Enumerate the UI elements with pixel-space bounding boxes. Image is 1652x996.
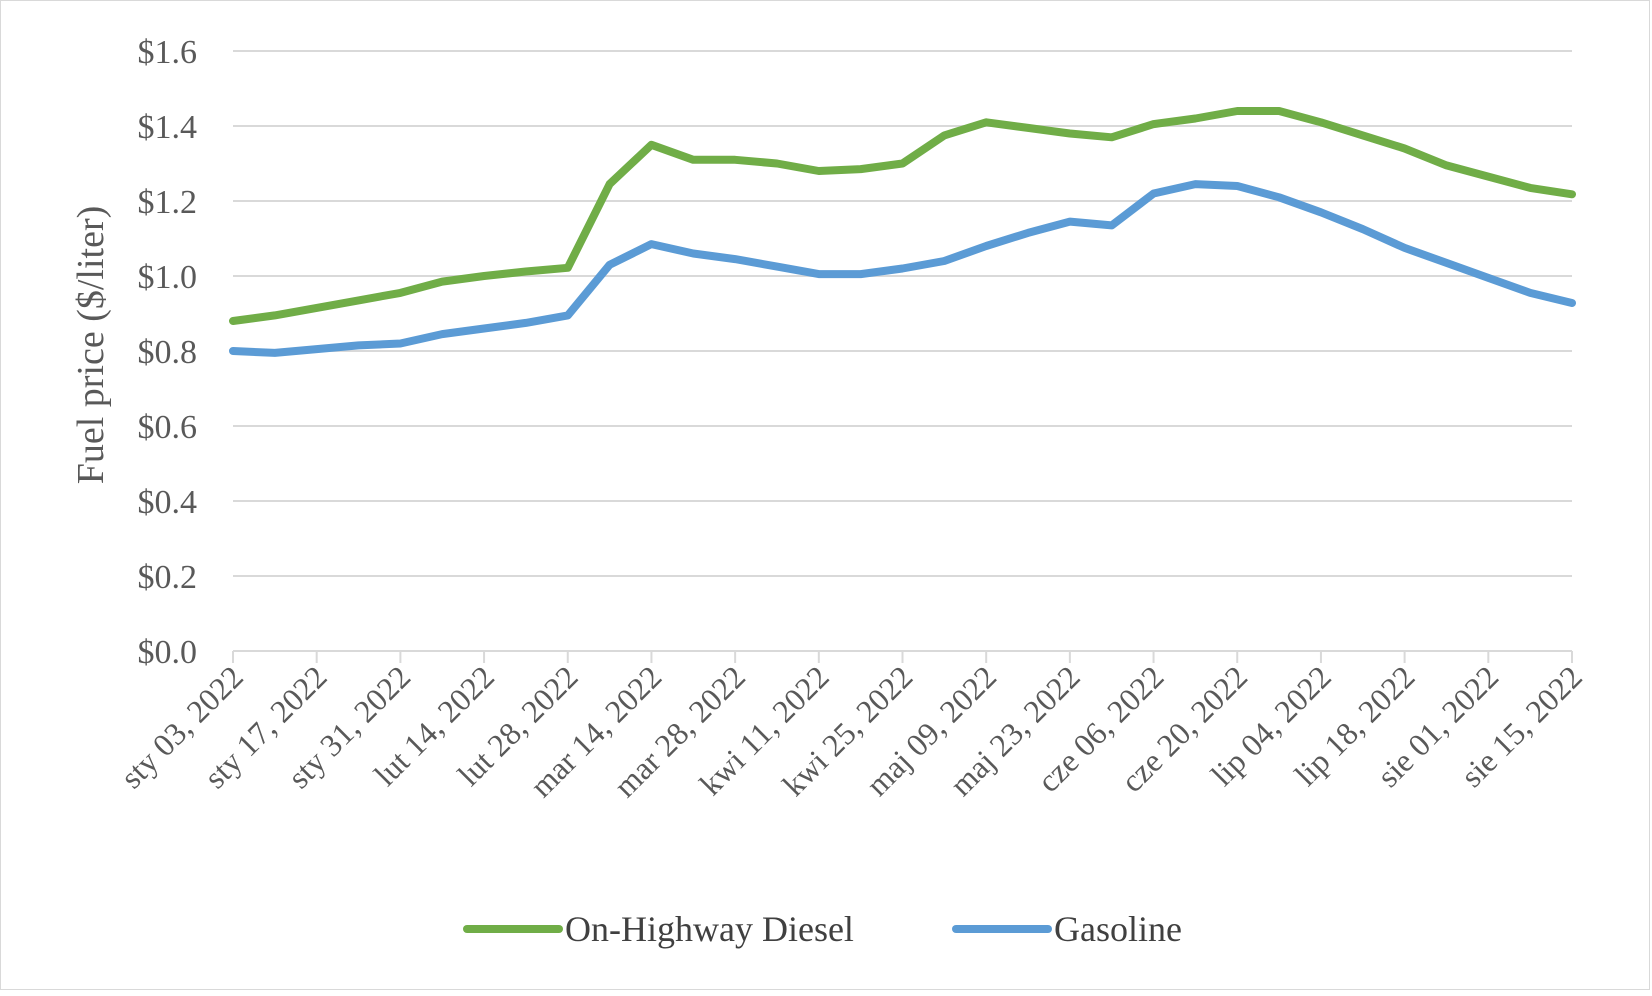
- series-lines: [229, 107, 1576, 357]
- y-axis-ticks: $0.0 $0.2 $0.4 $0.6 $0.8 $1.0 $1.2 $1.4 $1.6: [138, 34, 198, 671]
- y-tick-label: $0.2: [138, 559, 198, 596]
- legend: On-Highway Diesel Gasoline: [463, 909, 1182, 949]
- y-tick-label: $0.8: [138, 334, 198, 371]
- y-tick-label: $1.2: [138, 184, 198, 221]
- y-tick-label: $0.0: [138, 634, 198, 671]
- y-tick-label: $0.4: [138, 484, 198, 521]
- y-axis-title: Fuel price ($/liter): [70, 206, 112, 485]
- y-tick-label: $1.4: [138, 109, 198, 146]
- series-line-gasoline: [229, 180, 1576, 357]
- y-tick-label: $1.0: [138, 259, 198, 296]
- legend-label: On-Highway Diesel: [565, 909, 854, 949]
- series-line-on-highway-diesel: [229, 107, 1576, 325]
- y-tick-label: $1.6: [138, 34, 198, 71]
- y-tick-label: $0.6: [138, 409, 198, 446]
- legend-label: Gasoline: [1054, 909, 1182, 949]
